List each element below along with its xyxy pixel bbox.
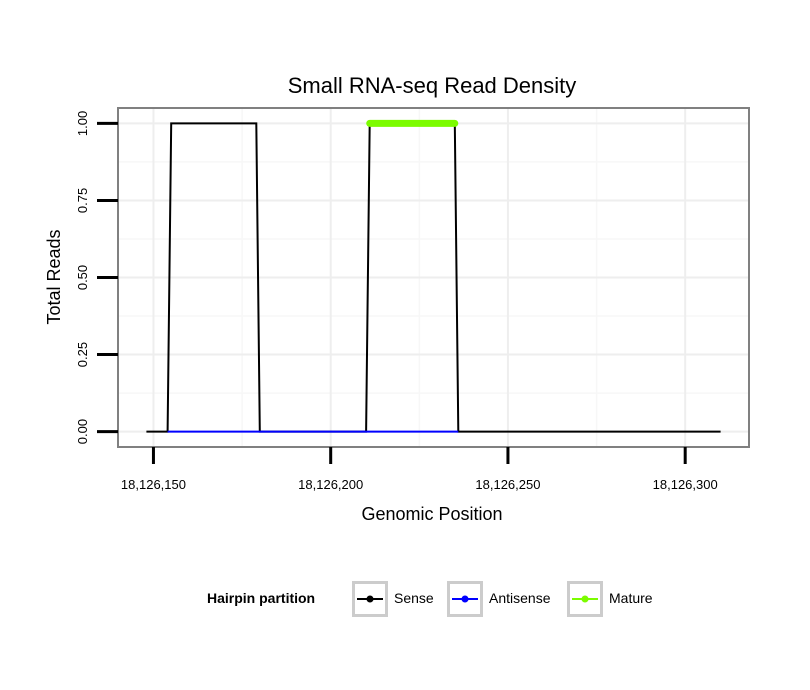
legend-dot-antisense — [461, 595, 469, 603]
legend: Hairpin partition Sense Antisense Mature — [207, 581, 653, 617]
legend-label-mature: Mature — [609, 590, 653, 606]
legend-dot-sense — [366, 595, 374, 603]
legend-label-antisense: Antisense — [489, 590, 551, 606]
legend-label-sense: Sense — [394, 590, 434, 606]
x-tick-label: 18,126,150 — [121, 477, 186, 492]
legend-title: Hairpin partition — [207, 590, 315, 606]
y-tick-label: 0.00 — [75, 419, 90, 444]
series — [146, 119, 721, 433]
y-tick-label: 0.25 — [75, 342, 90, 367]
chart-title: Small RNA-seq Read Density — [288, 73, 577, 98]
x-axis-label: Genomic Position — [361, 504, 502, 524]
legend-dot-mature — [581, 595, 589, 603]
y-axis-label: Total Reads — [44, 229, 64, 324]
x-tick-label: 18,126,250 — [475, 477, 540, 492]
y-tick-label: 1.00 — [75, 111, 90, 136]
y-tick-label: 0.75 — [75, 188, 90, 213]
x-tick-label: 18,126,300 — [653, 477, 718, 492]
axes: 18,126,150 18,126,200 18,126,250 18,126,300… — [75, 111, 718, 492]
y-tick-label: 0.50 — [75, 265, 90, 290]
x-tick-label: 18,126,200 — [298, 477, 363, 492]
